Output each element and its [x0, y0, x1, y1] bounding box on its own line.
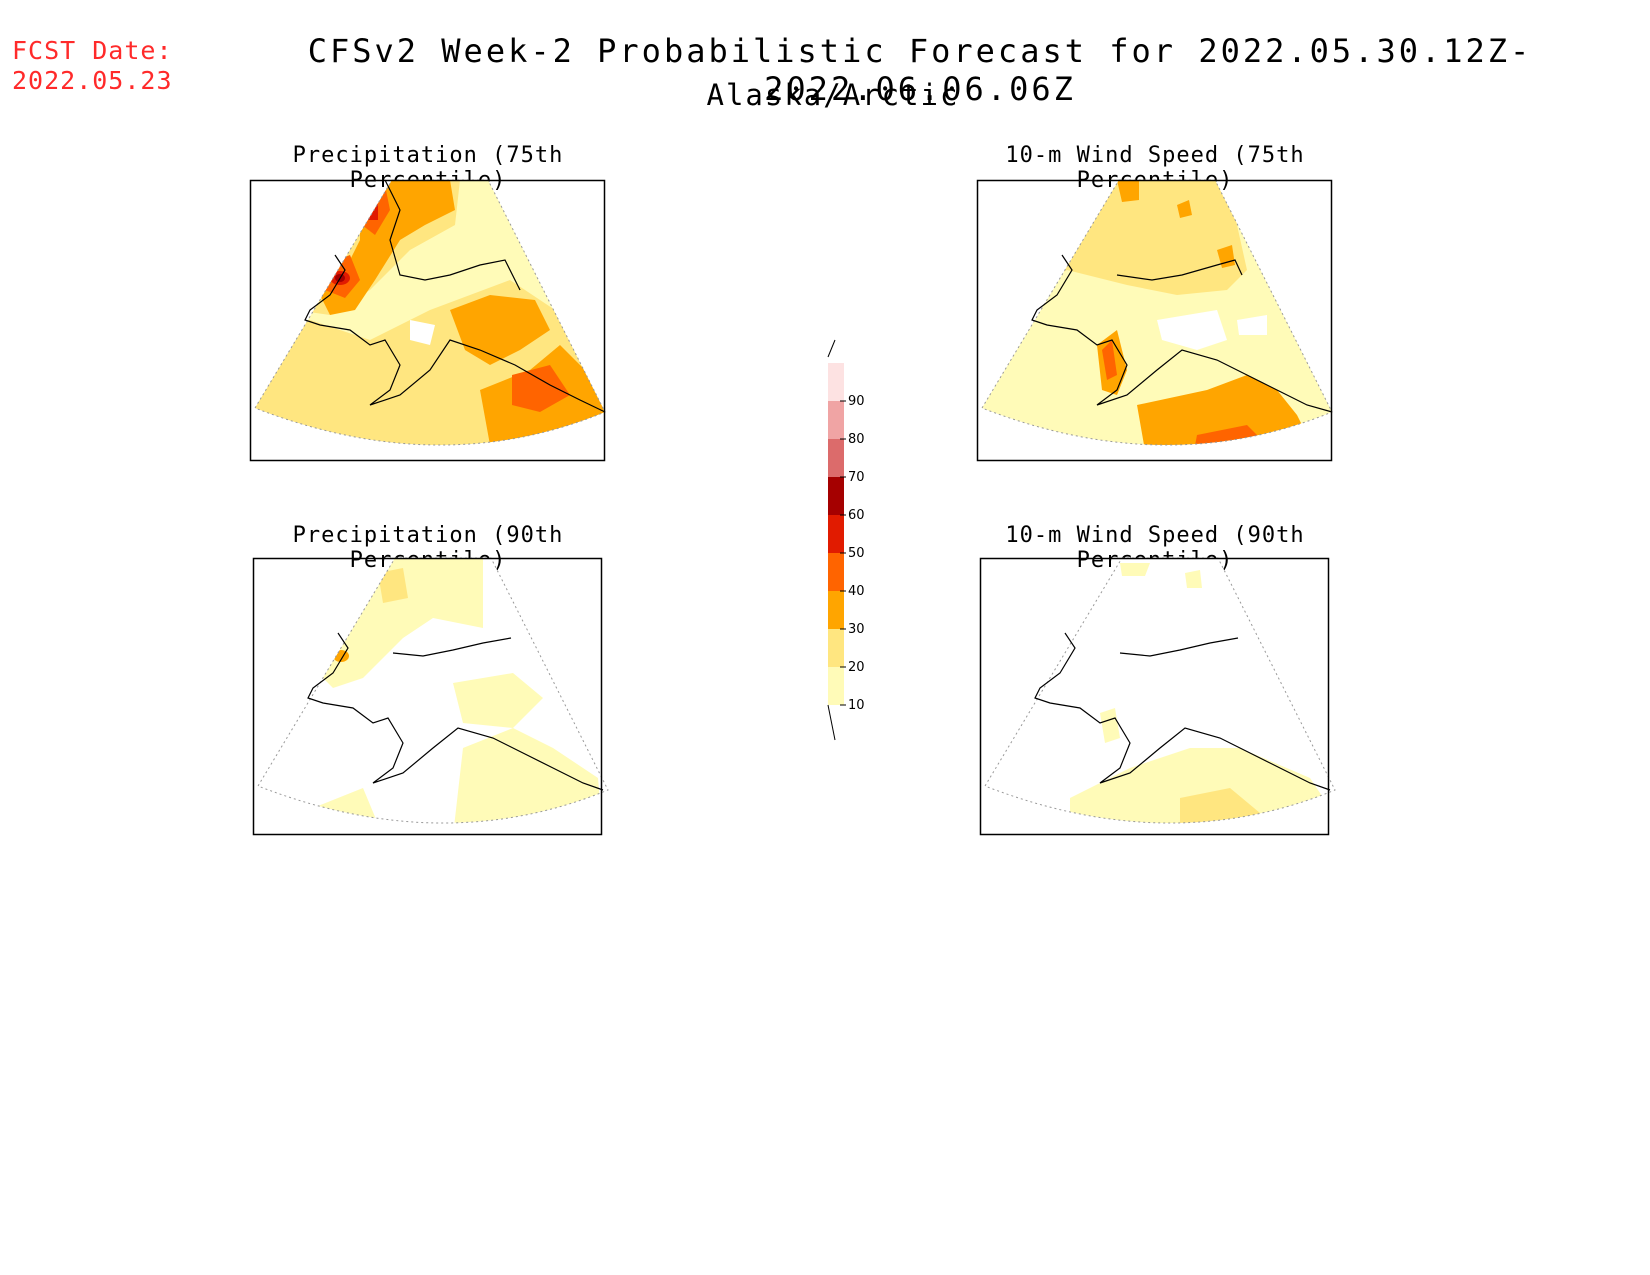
- colorbar-box: [828, 667, 844, 705]
- forecast-date-label: FCST Date:: [12, 36, 173, 65]
- forecast-date-block: FCST Date: 2022.05.23: [12, 36, 173, 96]
- colorbar-box: [828, 439, 844, 477]
- fill-50: [368, 198, 378, 220]
- page-title: CFSv2 Week-2 Probabilistic Forecast for …: [0, 32, 1650, 108]
- colorbar-label: 90: [848, 394, 865, 409]
- colorbar-label: 20: [848, 660, 865, 675]
- colorbar-label: 30: [848, 622, 865, 637]
- colorbar-box: [828, 591, 844, 629]
- region-title: Alaska/Arctic: [706, 78, 960, 112]
- coastline: [1031, 254, 1333, 413]
- colorbar-label: 80: [848, 432, 865, 447]
- colorbar-box: [828, 477, 844, 515]
- coastline: [304, 179, 606, 413]
- page-title-text: CFSv2 Week-2 Probabilistic Forecast for …: [307, 32, 1533, 108]
- colorbar-label: 60: [848, 508, 865, 523]
- panel-frame: [979, 557, 1330, 836]
- colorbar-box: [828, 553, 844, 591]
- panel-frame: [249, 179, 606, 462]
- map-wind90: [979, 557, 1336, 836]
- colorbar-label: 40: [848, 584, 865, 599]
- panel-frame: [252, 557, 603, 836]
- map-precip75: [249, 179, 606, 462]
- coastline: [307, 632, 604, 791]
- colorbar-box: [828, 629, 844, 667]
- colorbar-box: [828, 363, 844, 401]
- colorbar-label: 10: [848, 698, 865, 713]
- colorbar: 10 20 30 40 50 60 70 80 90: [827, 339, 865, 741]
- colorbar-label: 70: [848, 470, 865, 485]
- colorbar-box: [828, 401, 844, 439]
- panel-frame: [976, 179, 1333, 462]
- coastline: [1034, 632, 1331, 791]
- map-wind75: [976, 179, 1333, 462]
- map-precip90: [252, 557, 609, 836]
- colorbar-box: [828, 515, 844, 553]
- forecast-date-value: 2022.05.23: [12, 66, 173, 95]
- colorbar-label: 50: [848, 546, 865, 561]
